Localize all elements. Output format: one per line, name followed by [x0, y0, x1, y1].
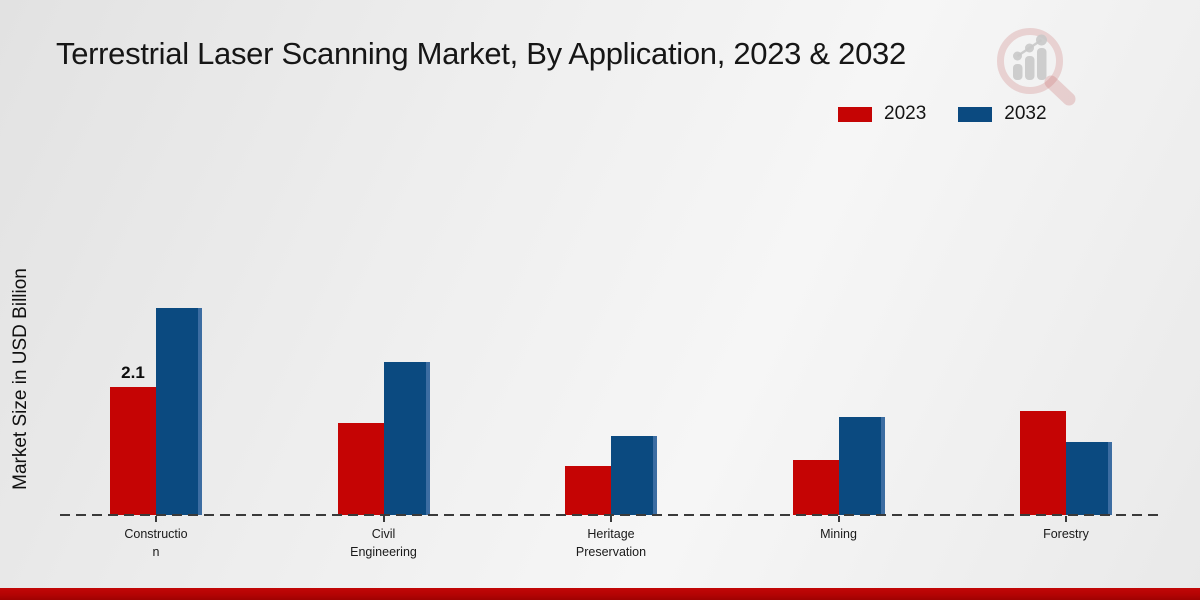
bar-2023-mining: [792, 460, 839, 515]
bar-2023-forestry: [1020, 411, 1066, 515]
category-label-construction: Constructio n: [124, 527, 188, 560]
x-axis-baseline: [60, 514, 1158, 516]
legend-item-2023: 2023: [838, 103, 958, 125]
category-label-civil-engineering: Civil Engineering: [350, 527, 417, 560]
bar-2023-heritage-preservation: [565, 466, 611, 515]
bar-2032-mining: [838, 417, 885, 515]
category-label-mining: Mining: [820, 527, 857, 541]
x-tick-heritage-preservation: [610, 516, 612, 522]
legend-label-2023: 2023: [884, 103, 927, 124]
chart-title: Terrestrial Laser Scanning Market, By Ap…: [56, 36, 906, 71]
x-tick-construction: [155, 516, 157, 522]
bar-2032-construction: [156, 308, 202, 515]
legend-label-2032: 2032: [1004, 103, 1047, 124]
legend-swatch-2032: [958, 106, 993, 122]
x-tick-forestry: [1065, 516, 1067, 522]
data-label-2023-construction: 2.1: [121, 363, 145, 382]
footer-accent-bar: [0, 588, 1200, 600]
bar-2032-civil-engineering: [383, 362, 430, 515]
x-tick-civil-engineering: [382, 516, 385, 522]
bar-2023-civil-engineering: [337, 423, 384, 515]
x-tick-mining: [837, 516, 840, 522]
category-label-forestry: Forestry: [1043, 527, 1089, 541]
category-label-heritage-preservation: Heritage Preservation: [575, 527, 647, 560]
bar-2032-heritage-preservation: [611, 436, 657, 515]
bar-2032-forestry: [1066, 442, 1112, 515]
legend: 2023 2032: [838, 103, 1079, 125]
magnifier-bar-chart-logo-icon: [997, 28, 1076, 106]
legend-item-2032: 2032: [958, 103, 1078, 125]
legend-swatch-2023: [838, 106, 872, 122]
bar-2023-construction: [110, 387, 156, 515]
